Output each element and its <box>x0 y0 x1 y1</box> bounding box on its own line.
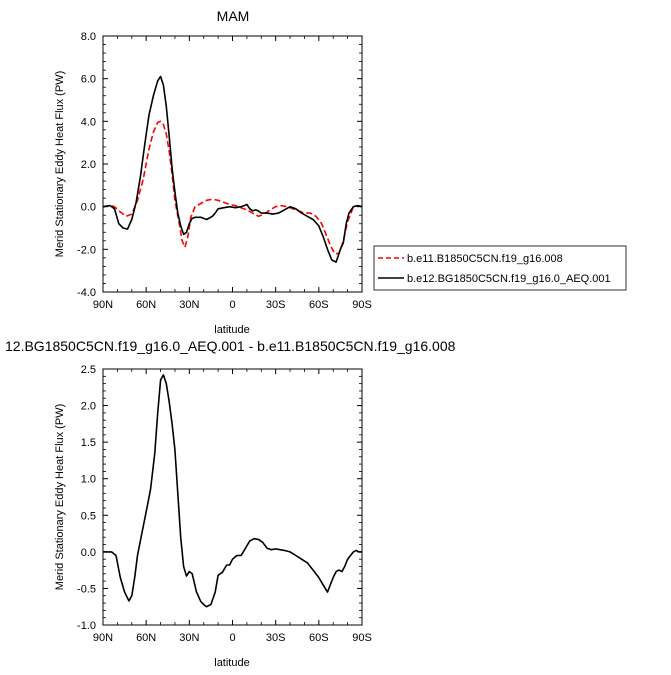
top-legend: b.e11.B1850C5CN.f19_g16.008 b.e12.BG1850… <box>373 245 627 291</box>
bottom-x-tick-label: 30N <box>179 632 199 644</box>
top-x-tick-label: 30N <box>179 299 199 311</box>
top-chart-title: MAM <box>217 8 250 24</box>
bottom-chart-title: 12.BG1850C5CN.f19_g16.0_AEQ.001 - b.e11.… <box>5 338 456 354</box>
bottom-y-tick-label: 2.0 <box>81 401 96 413</box>
top-x-tick-label: 90S <box>352 299 372 311</box>
bottom-plot-frame <box>102 368 363 626</box>
bottom-x-axis-label: latitude <box>214 657 249 669</box>
top-x-tick-label: 60S <box>309 299 329 311</box>
bottom-y-axis: -1.0 -0.5 0.0 0.5 1.0 1.5 2.0 2.5 <box>77 364 362 632</box>
bottom-y-tick-label: 0.0 <box>81 547 96 559</box>
top-series-group <box>102 75 363 263</box>
top-x-axis-label: latitude <box>214 324 249 336</box>
bottom-y-tick-label: -0.5 <box>77 583 96 595</box>
bottom-series-group <box>103 374 362 608</box>
bottom-chart: 12.BG1850C5CN.f19_g16.0_AEQ.001 - b.e11.… <box>5 338 456 669</box>
legend-box <box>373 245 627 291</box>
bottom-y-tick-label: 1.0 <box>81 474 96 486</box>
legend-label-series-2: b.e12.BG1850C5CN.f19_g16.0_AEQ.001 <box>407 273 611 285</box>
bottom-y-tick-label: -1.0 <box>77 620 96 632</box>
top-y-tick-label: -4.0 <box>77 287 96 299</box>
bottom-series-line-1 <box>103 374 362 608</box>
bottom-y-tick-label: 1.5 <box>81 437 96 449</box>
bottom-y-tick-label: 2.5 <box>81 364 96 376</box>
top-x-axis: 90N 60N 30N 0 30S 60S 90S <box>93 36 372 311</box>
bottom-y-axis-label: Merid Stationary Eddy Heat Flux (PW) <box>54 404 66 590</box>
bottom-x-axis: 90N 60N 30N 0 30S 60S 90S <box>93 369 372 644</box>
bottom-y-tick-label: 0.5 <box>81 510 96 522</box>
top-y-tick-label: -2.0 <box>77 244 96 256</box>
top-y-axis-label: Merid Stationary Eddy Heat Flux (PW) <box>54 71 66 257</box>
bottom-x-tick-label: 60N <box>136 632 156 644</box>
top-y-tick-label: 0.0 <box>81 202 96 214</box>
top-y-tick-label: 6.0 <box>81 74 96 86</box>
top-series-line-1 <box>102 120 363 255</box>
top-y-tick-label: 8.0 <box>81 31 96 43</box>
bottom-x-tick-label: 90S <box>352 632 372 644</box>
top-chart: MAM 90N 60N 30N 0 30S 60S 90S -4.0 -2.0 0.0 2.0 4.… <box>54 8 627 336</box>
top-y-tick-label: 2.0 <box>81 159 96 171</box>
top-y-tick-label: 4.0 <box>81 116 96 128</box>
bottom-x-tick-label: 60S <box>309 632 329 644</box>
top-x-tick-label: 30S <box>266 299 286 311</box>
top-series-line-2 <box>102 75 363 263</box>
top-y-axis: -4.0 -2.0 0.0 2.0 4.0 6.0 8.0 <box>77 31 362 299</box>
bottom-x-tick-label: 30S <box>266 632 286 644</box>
bottom-x-tick-label: 0 <box>229 632 235 644</box>
bottom-x-tick-label: 90N <box>93 632 113 644</box>
top-x-tick-label: 0 <box>229 299 235 311</box>
top-x-tick-label: 60N <box>136 299 156 311</box>
top-x-tick-label: 90N <box>93 299 113 311</box>
legend-label-series-1: b.e11.B1850C5CN.f19_g16.008 <box>407 253 563 265</box>
